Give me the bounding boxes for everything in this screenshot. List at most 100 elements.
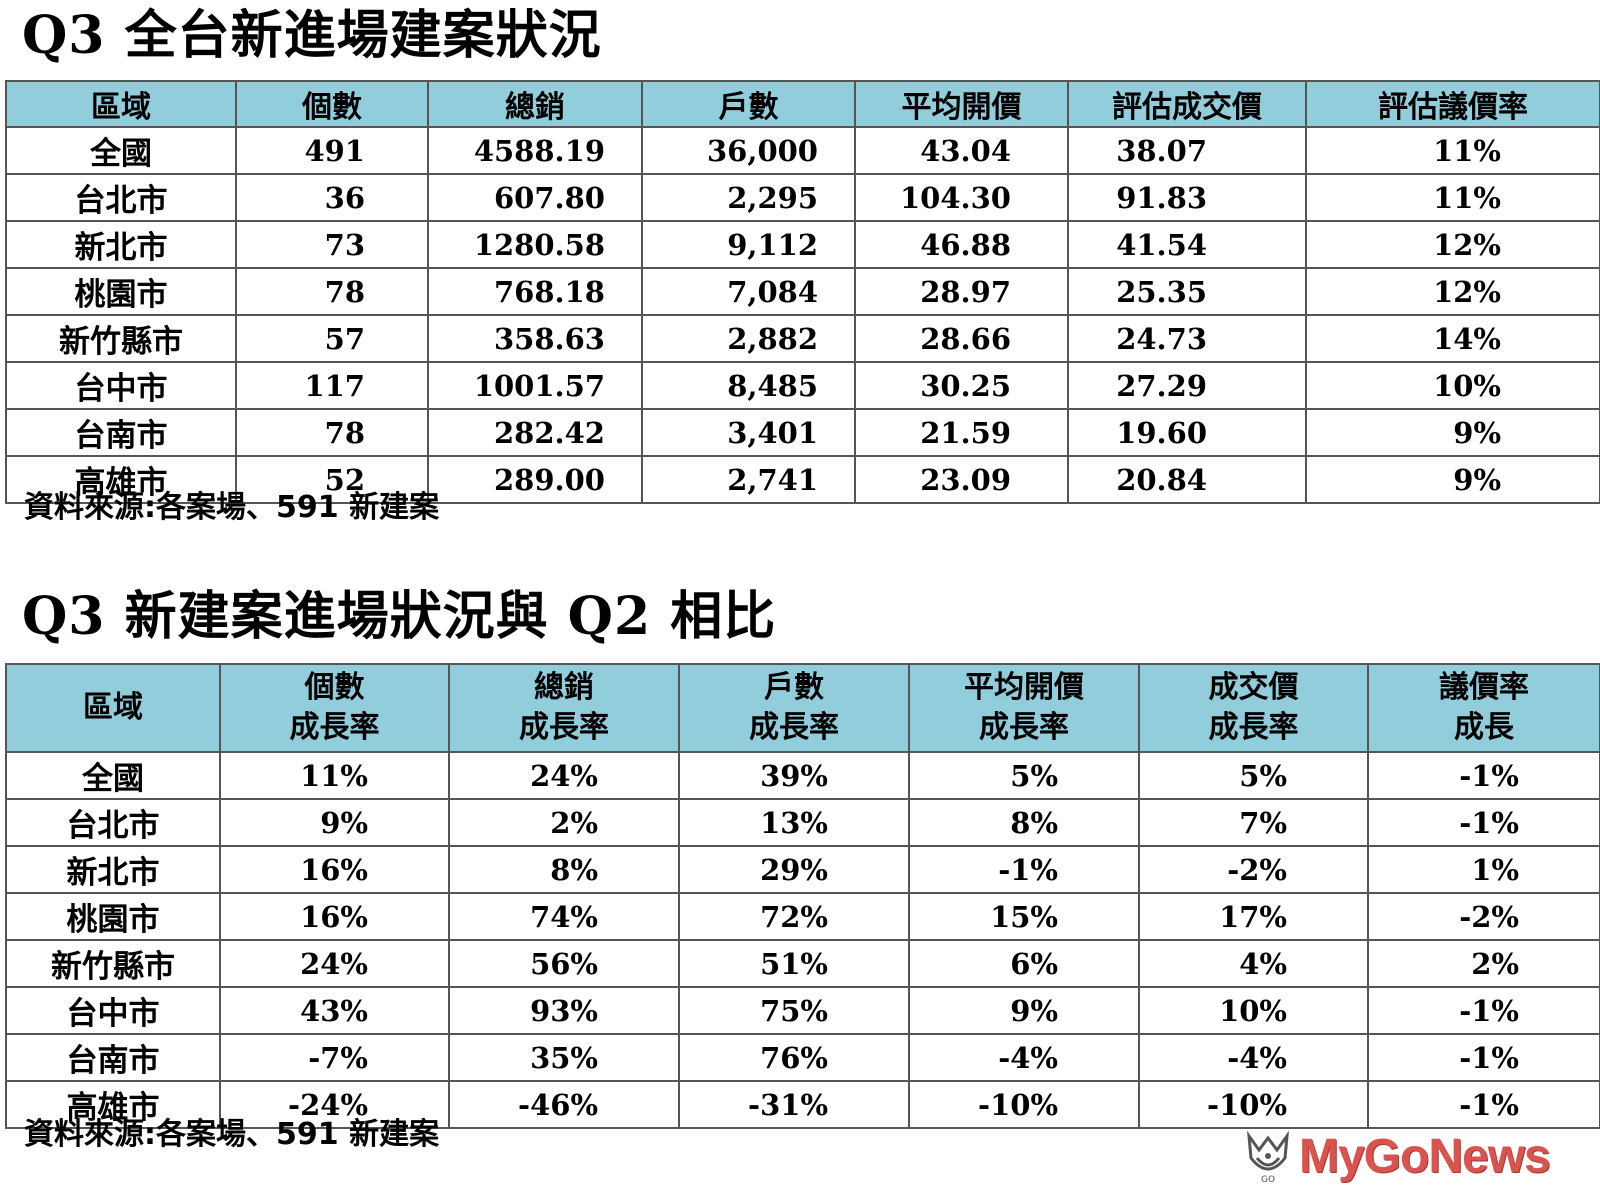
count-growth-cell: 43% [219,986,450,1035]
table2-header-line: 成長率 [749,710,839,745]
table2-header-line: 成交價 [1208,670,1299,705]
units-cell: 3,401 [641,408,856,457]
table2-header-cell: 個數 成長率 [219,663,450,753]
table2-header-line: 成長率 [519,710,609,745]
avg-price-cell: 23.09 [854,455,1069,504]
region-cell: 新竹縣市 [5,314,237,363]
sales-growth-cell: 8% [448,845,680,894]
deal-price-growth-cell: 17% [1138,892,1369,941]
count-cell: 78 [235,408,429,457]
est-discount-cell: 14% [1305,314,1600,363]
est-discount-cell: 10% [1305,361,1600,410]
avg-price-growth-cell: 9% [908,986,1140,1035]
est-deal-price-cell: 41.54 [1067,220,1307,269]
est-deal-price-cell: 38.07 [1067,126,1307,175]
growth-comparison-table: 區域 個數 成長率 總銷 成長率 戶數 成長率 平均開價 成長率 [5,663,1600,1129]
avg-price-growth-cell: 8% [908,798,1140,847]
table1-header-cell: 戶數 [641,80,856,128]
est-deal-price-cell: 20.84 [1067,455,1307,504]
deal-price-growth-cell: 4% [1138,939,1369,988]
discount-growth-cell: -2% [1367,892,1600,941]
total-sales-cell: 358.63 [427,314,643,363]
total-sales-cell: 607.80 [427,173,643,222]
discount-growth-cell: 2% [1367,939,1600,988]
table-row: 桃園市 16% 74% 72% 15% 17% -2% [5,892,1600,941]
sales-growth-cell: 93% [448,986,680,1035]
table-row: 台中市 43% 93% 75% 9% 10% -1% [5,986,1600,1035]
table2-source-note: 資料來源:各案場、591 新建案 [24,1117,440,1152]
table-row: 新竹縣市 24% 56% 51% 6% 4% 2% [5,939,1600,988]
count-growth-cell: 16% [219,892,450,941]
region-cell: 新北市 [5,845,221,894]
est-discount-cell: 12% [1305,220,1600,269]
units-cell: 9,112 [641,220,856,269]
table2-header-line: 個數 [304,670,365,705]
table1-header-cell: 區域 [5,80,237,128]
sales-growth-cell: 2% [448,798,680,847]
units-growth-cell: 51% [678,939,910,988]
table1-header-cell: 總銷 [427,80,643,128]
table2-header-cell: 區域 [5,663,221,753]
units-growth-cell: -31% [678,1080,910,1129]
new-projects-table: 區域 個數 總銷 戶數 平均開價 評估成交價 評估議價率 全國 491 4588… [5,80,1600,504]
region-cell: 全國 [5,751,221,800]
table2-header-line: 平均開價 [964,670,1084,705]
avg-price-growth-cell: -1% [908,845,1140,894]
table2-header-line: 成長率 [289,710,380,745]
region-cell: 高雄市 [5,455,237,504]
units-growth-cell: 13% [678,798,910,847]
table2-title: Q3 新建案進場狀況與 Q2 相比 [22,586,777,647]
table2-header-line: 總銷 [534,670,594,705]
region-cell: 台南市 [5,1033,221,1082]
table1-source-note: 資料來源:各案場、591 新建案 [24,490,440,525]
avg-price-growth-cell: 15% [908,892,1140,941]
table-row: 台南市 -7% 35% 76% -4% -4% -1% [5,1033,1600,1082]
units-growth-cell: 75% [678,986,910,1035]
avg-price-cell: 28.66 [854,314,1069,363]
discount-growth-cell: -1% [1367,986,1600,1035]
table-row: 台北市 9% 2% 13% 8% 7% -1% [5,798,1600,847]
avg-price-cell: 46.88 [854,220,1069,269]
est-discount-cell: 9% [1305,408,1600,457]
region-cell: 新竹縣市 [5,939,221,988]
deal-price-growth-cell: 7% [1138,798,1369,847]
sales-growth-cell: 74% [448,892,680,941]
table2-header-line: 議價率 [1439,670,1529,705]
table1-title: Q3 全台新進場建案狀況 [22,5,602,66]
table1-header-row: 區域 個數 總銷 戶數 平均開價 評估成交價 評估議價率 [5,80,1600,128]
region-cell: 台中市 [5,986,221,1035]
est-deal-price-cell: 91.83 [1067,173,1307,222]
table1-header-cell: 個數 [235,80,429,128]
count-growth-cell: 9% [219,798,450,847]
units-growth-cell: 72% [678,892,910,941]
total-sales-cell: 1280.58 [427,220,643,269]
region-cell: 台北市 [5,798,221,847]
region-cell: 桃園市 [5,892,221,941]
avg-price-cell: 28.97 [854,267,1069,316]
units-cell: 36,000 [641,126,856,175]
count-growth-cell: -24% [219,1080,450,1129]
avg-price-cell: 104.30 [854,173,1069,222]
table2-header-line: 成長率 [1208,710,1299,745]
table2-header-row: 區域 個數 成長率 總銷 成長率 戶數 成長率 平均開價 成長率 [5,663,1600,753]
avg-price-growth-cell: -10% [908,1080,1140,1129]
mygonews-logo-icon: GO [1247,1130,1289,1184]
region-cell: 桃園市 [5,267,237,316]
table2-header-cell: 成交價 成長率 [1138,663,1369,753]
avg-price-growth-cell: 6% [908,939,1140,988]
units-growth-cell: 29% [678,845,910,894]
units-cell: 7,084 [641,267,856,316]
table-row: 台南市 78 282.42 3,401 21.59 19.60 9% [5,408,1600,457]
count-growth-cell: 24% [219,939,450,988]
table1-header-cell: 評估成交價 [1067,80,1307,128]
table-row: 新北市 73 1280.58 9,112 46.88 41.54 12% [5,220,1600,269]
units-cell: 2,295 [641,173,856,222]
est-discount-cell: 9% [1305,455,1600,504]
table1-header-cell: 評估議價率 [1305,80,1600,128]
region-cell: 高雄市 [5,1080,221,1129]
est-discount-cell: 11% [1305,173,1600,222]
discount-growth-cell: 1% [1367,845,1600,894]
sales-growth-cell: -46% [448,1080,680,1129]
table-row: 台中市 117 1001.57 8,485 30.25 27.29 10% [5,361,1600,410]
